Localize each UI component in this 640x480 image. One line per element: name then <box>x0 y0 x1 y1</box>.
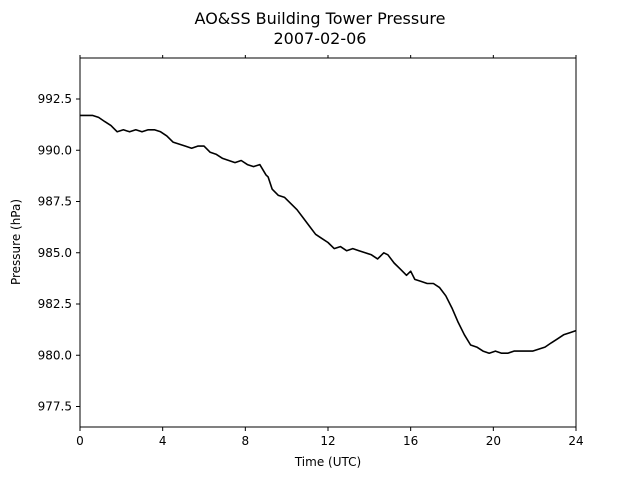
x-tick-label: 16 <box>403 434 418 448</box>
chart-title-line-1: AO&SS Building Tower Pressure <box>195 9 446 28</box>
y-tick-label: 982.5 <box>38 297 72 311</box>
y-tick-label: 980.0 <box>38 348 72 362</box>
x-axis-label: Time (UTC) <box>294 455 361 469</box>
x-tick-label: 20 <box>486 434 501 448</box>
y-tick-label: 987.5 <box>38 195 72 209</box>
y-tick-label: 977.5 <box>38 400 72 414</box>
x-tick-label: 24 <box>568 434 583 448</box>
x-tick-label: 8 <box>242 434 250 448</box>
y-tick-label: 990.0 <box>38 143 72 157</box>
x-axis: 0 4 8 12 16 20 24 <box>76 55 584 448</box>
y-tick-label: 985.0 <box>38 246 72 260</box>
y-axis-label: Pressure (hPa) <box>9 199 23 285</box>
pressure-series-line <box>80 114 577 355</box>
x-tick-label: 0 <box>76 434 84 448</box>
chart-title-line-2: 2007-02-06 <box>274 29 367 48</box>
plot-area <box>79 57 577 428</box>
x-tick-label: 12 <box>320 434 335 448</box>
x-tick-label: 4 <box>159 434 167 448</box>
y-tick-label: 992.5 <box>38 92 72 106</box>
y-axis: 977.5 980.0 982.5 985.0 987.5 990.0 992.5 <box>38 92 80 414</box>
